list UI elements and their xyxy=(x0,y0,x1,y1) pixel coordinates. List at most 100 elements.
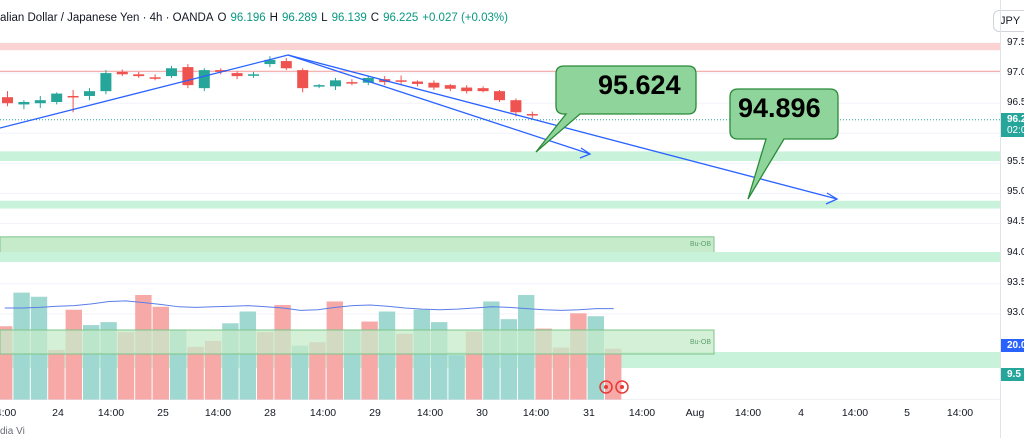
bullish-ob-zone-2 xyxy=(0,329,715,355)
candle-body xyxy=(215,70,227,72)
time-tick-label: 4:00 xyxy=(0,407,17,419)
eye-icon-pupil xyxy=(620,385,624,389)
time-tick-label: Aug xyxy=(685,407,705,419)
time-tick-label: 4 xyxy=(798,407,804,419)
support-zone-1 xyxy=(0,151,1000,161)
time-tick-label: 14:00 xyxy=(309,407,337,419)
volume-bar xyxy=(587,316,604,400)
candle-body xyxy=(116,71,128,75)
candle-body xyxy=(34,100,46,104)
eye-icon-pupil xyxy=(604,385,608,389)
time-tick-label: 14:00 xyxy=(946,407,974,419)
candle-body xyxy=(395,80,407,82)
time-tick-label: 30 xyxy=(476,407,488,419)
candle-body xyxy=(264,59,276,65)
time-tick-label: 31 xyxy=(583,407,595,419)
candle-body xyxy=(280,61,292,69)
time-tick-label: 14:00 xyxy=(628,407,656,419)
low-label: L xyxy=(321,12,328,24)
callout-95-624 xyxy=(535,65,697,153)
footer-text: dia Vi xyxy=(0,426,25,437)
time-tick-label: 14:00 xyxy=(522,407,550,419)
time-tick-label: 24 xyxy=(52,407,64,419)
candle-body xyxy=(198,70,210,89)
candle-body xyxy=(362,77,374,83)
time-tick-label: 28 xyxy=(264,407,276,419)
uptrend-line xyxy=(0,54,289,129)
callout-94-896 xyxy=(729,88,839,200)
candle-body xyxy=(2,97,13,104)
volume-bar xyxy=(605,348,622,400)
price-badge: 96.2 02:0 xyxy=(1001,113,1024,137)
candle-body xyxy=(51,93,63,102)
volume-bar xyxy=(552,347,570,400)
callout-94-896-label: 94.896 xyxy=(738,93,821,123)
candle-body xyxy=(461,87,473,92)
volume-bar xyxy=(239,311,256,400)
candle-body xyxy=(166,68,177,77)
arrowhead-1 xyxy=(579,147,592,159)
candle-body xyxy=(84,91,95,96)
high-value: 96.289 xyxy=(281,12,318,24)
candle-body xyxy=(313,85,325,87)
price-axis[interactable] xyxy=(1000,0,1024,438)
change-value: +0.027 (+0.03%) xyxy=(422,12,508,24)
candle-body xyxy=(133,74,145,77)
support-zone-2 xyxy=(0,200,1000,209)
volume-bar xyxy=(413,309,430,400)
price-tick-label: 95.0 xyxy=(1007,186,1024,197)
support-zone-3 xyxy=(0,252,1000,262)
time-tick-label: 14:00 xyxy=(97,407,125,419)
candle-body xyxy=(18,101,30,105)
candle-body xyxy=(494,91,505,101)
time-tick-label: 25 xyxy=(157,407,169,419)
volume-bar xyxy=(570,313,587,400)
time-tick-label: 14:00 xyxy=(734,407,762,419)
price-tick-label: 96.5 xyxy=(1007,97,1024,108)
volume-bar xyxy=(309,342,326,400)
price-badge: 20.0 xyxy=(1001,339,1024,352)
candle-body xyxy=(346,82,358,84)
candle-body xyxy=(428,82,440,88)
ob-zone-label-1: Bu-OB xyxy=(690,241,712,248)
close-value: 96.225 xyxy=(383,12,419,24)
time-tick-label: 14:00 xyxy=(416,407,444,419)
price-tick-label: 97.5 xyxy=(1007,37,1024,48)
candle-body xyxy=(231,73,243,77)
candle-body xyxy=(100,73,112,92)
candle-body xyxy=(149,77,161,79)
close-label: C xyxy=(370,12,380,24)
symbol-title[interactable]: alian Dollar / Japanese Yen · 4h · OANDA xyxy=(0,12,214,24)
volume-bar xyxy=(448,355,465,400)
candle-body xyxy=(248,74,259,76)
price-chart-svg[interactable] xyxy=(0,0,1000,400)
arrowhead-2 xyxy=(825,192,839,205)
volume-bar xyxy=(65,309,82,400)
open-value: 96.196 xyxy=(230,12,266,24)
price-badge: 9.5 xyxy=(1001,368,1024,381)
price-tick-label: 97.0 xyxy=(1007,67,1024,78)
legend-header: alian Dollar / Japanese Yen · 4h · OANDA… xyxy=(0,8,508,28)
time-tick-label: 29 xyxy=(369,407,381,419)
candle-body xyxy=(526,114,538,116)
candle-body xyxy=(67,95,79,98)
eye-icon xyxy=(599,380,613,394)
price-tick-label: 93.5 xyxy=(1007,277,1024,288)
candle-body xyxy=(412,81,423,84)
resistance-zone xyxy=(0,43,1000,51)
high-label: H xyxy=(269,12,278,24)
volume-bar xyxy=(378,311,396,400)
time-tick-label: 14:00 xyxy=(204,407,232,419)
callout-95-624-label: 95.624 xyxy=(598,70,681,100)
eye-icon xyxy=(615,380,629,394)
price-tick-label: 94.0 xyxy=(1007,247,1024,258)
candle-body xyxy=(477,88,489,92)
downtrend-line-1 xyxy=(287,54,591,155)
price-tick-label: 94.5 xyxy=(1007,216,1024,227)
price-tick-label: 93.0 xyxy=(1007,307,1024,318)
low-value: 96.139 xyxy=(331,12,367,24)
open-label: O xyxy=(217,12,227,24)
candle-body xyxy=(297,70,309,89)
candle-body xyxy=(182,67,194,86)
